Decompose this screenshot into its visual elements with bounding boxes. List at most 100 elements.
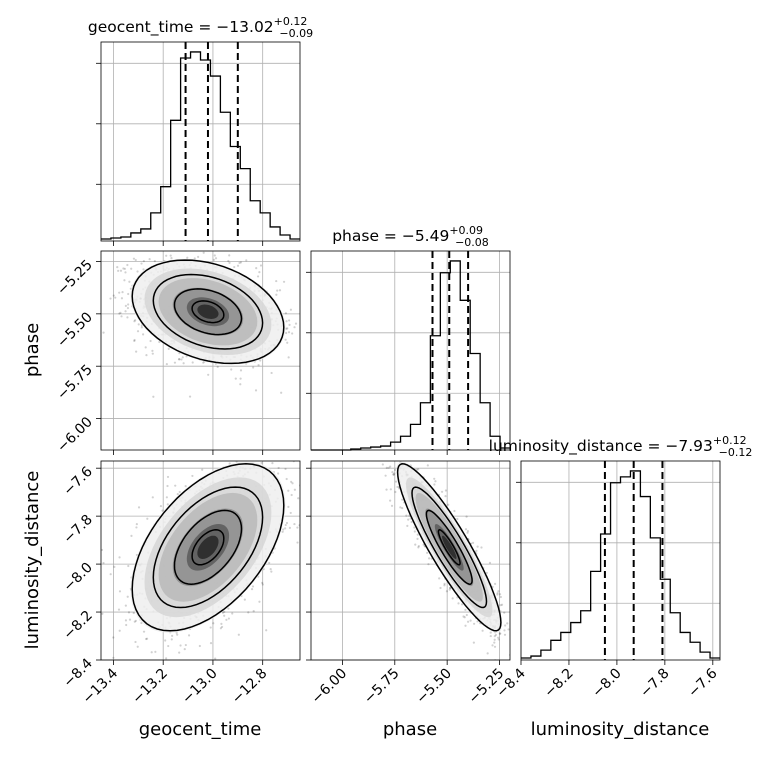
sample-point [381,463,384,466]
sample-point [289,308,293,311]
sample-point [93,336,95,338]
sample-point [117,269,120,272]
sample-point [181,356,184,359]
sample-point [335,403,337,405]
sample-point [132,257,136,260]
sample-point [293,326,296,329]
sample-point [94,593,96,595]
panel-frame [100,460,301,661]
sample-point [449,586,452,590]
sample-point [201,468,204,471]
sample-point [390,504,394,507]
sample-point [438,577,441,580]
y-tick-label: −8.0 [60,560,95,595]
sample-point [133,338,136,342]
sample-point [504,670,506,672]
sample-point [493,638,496,641]
sample-point [439,586,442,590]
sample-point [135,523,138,526]
sample-point [444,489,448,492]
sample-point [146,517,149,520]
sample-point [466,620,470,623]
sample-point [265,629,268,632]
sample-point [485,571,488,575]
sample-point [228,462,231,465]
sample-point [164,639,167,642]
sample-point [127,564,130,568]
sample-point [230,368,233,371]
sample-point [444,494,447,498]
sample-point [158,340,161,344]
sample-point [239,261,243,264]
sample-point [133,339,136,343]
sample-point [130,267,133,270]
sample-point [392,473,395,476]
sample-point [243,598,246,601]
sample-point [499,604,502,607]
sample-point [489,631,492,634]
sample-point [456,517,459,521]
sample-point [118,590,122,593]
sample-point [493,582,497,585]
sample-point [368,445,370,447]
sample-point [413,526,416,529]
sample-point [394,480,398,483]
sample-point [198,457,200,459]
sample-point [497,636,500,639]
sample-point [294,322,298,325]
sample-point [448,588,451,591]
sample-point [500,603,504,606]
sample-point [257,364,260,367]
sample-point [284,338,287,341]
sample-point [389,465,392,468]
sample-point [291,332,294,335]
sample-point [151,496,154,499]
sample-point [469,619,472,622]
sample-point [102,331,105,334]
sample-point [161,509,164,512]
sample-point [120,297,124,300]
sample-point [277,445,279,447]
sample-point [284,312,287,315]
sample-point [137,506,141,509]
sample-point [496,662,498,664]
sample-point [401,498,404,501]
sample-point [443,584,446,587]
sample-point [466,531,469,534]
sample-point [486,652,489,655]
x-tick-label: −5.75 [361,666,403,708]
sample-point [140,326,143,329]
contour-line [131,463,285,632]
sample-point [493,645,497,648]
sample-point [395,451,397,453]
sample-point [166,475,170,479]
sample-point [118,629,121,632]
x-axis-label: luminosity_distance [531,719,710,740]
sample-point [184,485,187,488]
sample-point [123,279,126,282]
sample-point [281,530,284,533]
sample-point [117,608,121,611]
sample-point [305,473,307,475]
sample-point [494,633,498,637]
sample-point [122,267,125,270]
sample-point [216,365,219,368]
sample-point [213,254,216,257]
sample-point [282,280,286,283]
panel-frame [100,250,301,451]
sample-point [503,611,506,614]
sample-point [293,522,296,526]
sample-point [144,346,147,349]
sample-point [145,354,148,357]
sample-point [387,466,390,469]
sample-point [282,528,285,531]
sample-point [415,468,418,471]
sample-point [151,352,154,355]
sample-point [134,258,137,262]
sample-point [464,608,467,611]
sample-point [135,350,138,353]
density-level [442,535,457,559]
sample-point [176,492,179,496]
sample-point [394,490,397,494]
sample-point [124,310,127,313]
